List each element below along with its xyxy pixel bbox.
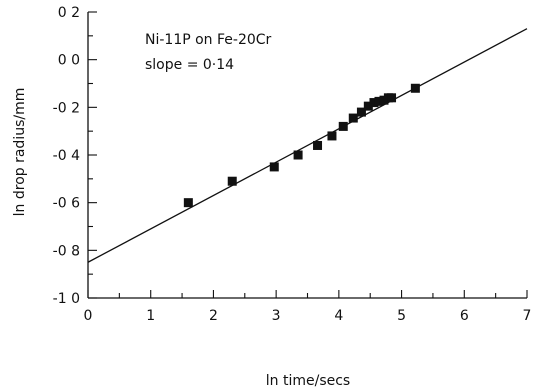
fit-line-group <box>87 28 528 263</box>
data-point <box>369 98 379 108</box>
x-tick-label: 3 <box>272 308 281 324</box>
x-axis-title: ln time/secs <box>266 373 350 389</box>
data-point <box>374 96 384 106</box>
data-point <box>356 107 366 117</box>
data-point <box>293 150 303 160</box>
x-tick-label: 5 <box>397 308 406 324</box>
annotation-material: Ni-11P on Fe-20Cr <box>145 32 272 48</box>
data-point <box>269 162 279 172</box>
data-point <box>387 93 397 103</box>
x-tick-label: 7 <box>523 308 532 324</box>
y-tick-label: -0 6 <box>53 196 80 212</box>
y-axis-title: ln drop radius/mm <box>12 88 28 217</box>
data-point <box>363 101 373 111</box>
y-tick-label: -1 0 <box>53 291 80 307</box>
x-tick-label: 2 <box>209 308 218 324</box>
data-point <box>227 176 237 186</box>
data-point <box>313 140 323 150</box>
y-tick-label: -0 2 <box>53 100 80 116</box>
x-tick-label: 4 <box>334 308 343 324</box>
data-point <box>338 121 348 131</box>
data-point <box>183 198 193 208</box>
y-tick-label: 0 0 <box>58 53 80 69</box>
data-point <box>348 113 358 123</box>
x-tick-label: 6 <box>460 308 469 324</box>
data-point <box>327 131 337 141</box>
data-point <box>410 83 420 93</box>
fit-line <box>87 28 528 263</box>
x-tick-label: 1 <box>146 308 155 324</box>
y-tick-label: 0 2 <box>58 5 80 21</box>
y-tick-label: -0 4 <box>53 148 80 164</box>
x-tick-label: 0 <box>84 308 93 324</box>
axes: 0 1 2 3 4 5 6 7 0 2 0 0 -0 2 -0 4 -0 6 -0 8 -1 0 <box>53 5 532 324</box>
y-tick-label: -0 8 <box>53 243 80 259</box>
annotation-slope: slope = 0·14 <box>145 57 234 73</box>
data-points <box>183 83 420 208</box>
